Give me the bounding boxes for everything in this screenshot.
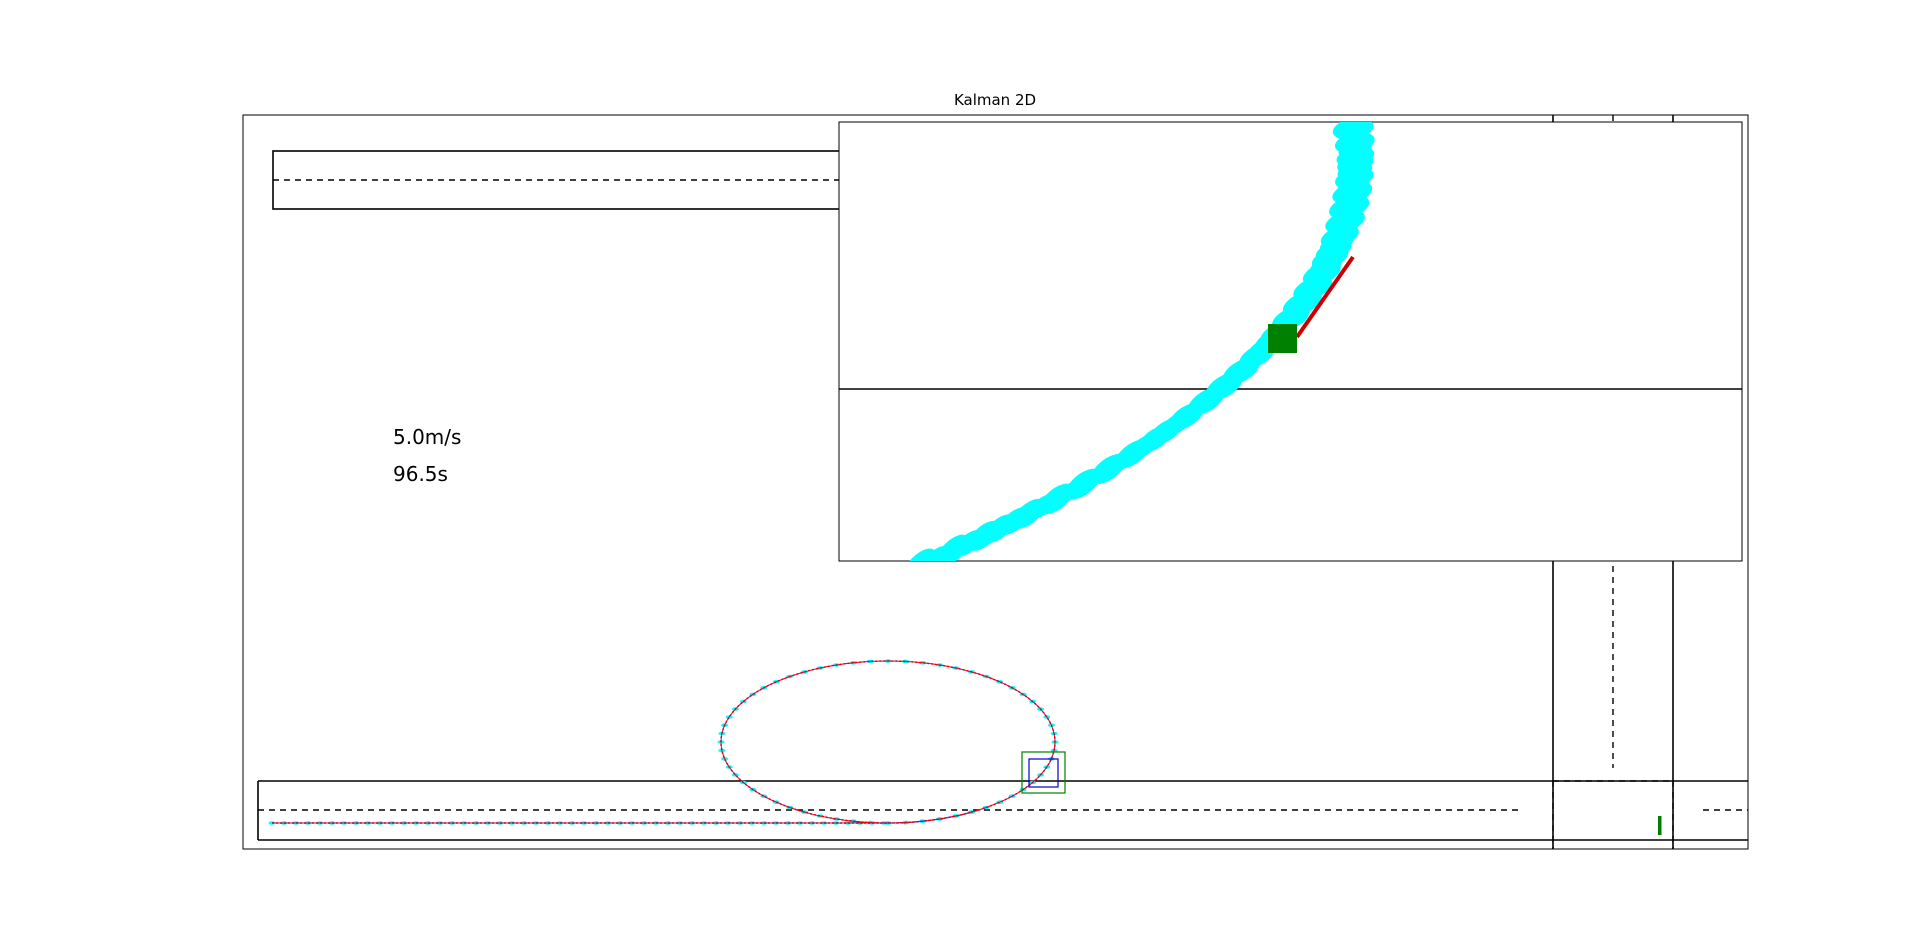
main-plot-area xyxy=(257,115,1748,849)
inset-plot-area xyxy=(839,122,1742,561)
trajectory-main xyxy=(268,659,1059,825)
inset-covariance-ellipses xyxy=(903,122,1375,561)
speed-readout: 5.0m/s xyxy=(393,425,461,449)
heading-line xyxy=(1295,255,1355,339)
estimate-track xyxy=(272,660,1056,824)
green-marker xyxy=(1658,816,1662,835)
covariance-ellipse xyxy=(924,546,949,561)
vehicle-marker xyxy=(1268,324,1297,353)
covariance-ellipse xyxy=(903,548,937,561)
vehicle-estimate-box xyxy=(1028,758,1059,788)
vehicle-footprint-box xyxy=(1021,751,1066,794)
time-readout: 96.5s xyxy=(393,462,448,486)
chart-title: Kalman 2D xyxy=(954,91,1036,109)
